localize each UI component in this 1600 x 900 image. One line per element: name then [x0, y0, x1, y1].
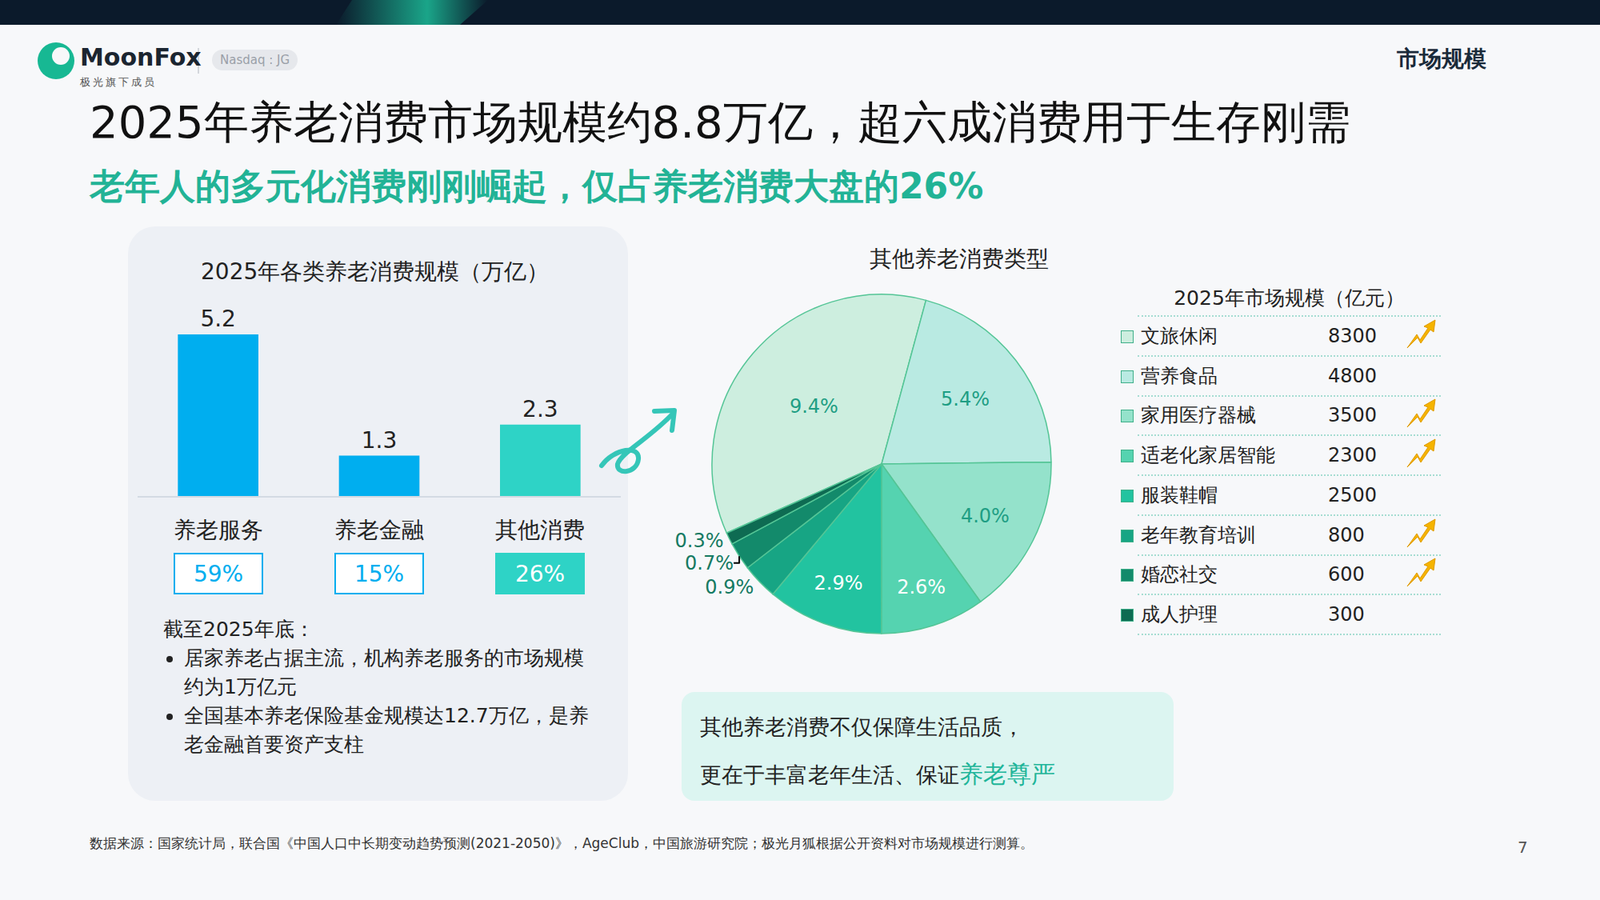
svg-text:2025年各类养老消费规模（万亿）: 2025年各类养老消费规模（万亿）: [200, 258, 549, 285]
html-text:MoonFox: MoonFox: [80, 43, 202, 72]
html-text:居家养老占据主流，机构养老服务的市场规模约为1万亿元: 居家养老占据主流，机构养老服务的市场规模约为1万亿元: [184, 646, 584, 699]
svg-text:9.4%: 9.4%: [789, 395, 839, 418]
html-text:3500: 3500: [1328, 404, 1377, 427]
html-text:服装鞋帽: 服装鞋帽: [1140, 483, 1218, 507]
html-text:市场规模: 市场规模: [1396, 45, 1487, 72]
html-text:文旅休闲: 文旅休闲: [1140, 324, 1218, 348]
html-text:婚恋社交: 婚恋社交: [1140, 563, 1218, 586]
html-text:营养食品: 营养食品: [1140, 364, 1218, 387]
svg-text:0.9%: 0.9%: [704, 576, 754, 599]
svg-text:5.4%: 5.4%: [940, 388, 990, 411]
html-text:数据来源：国家统计局，联合国《中国人口中长期变动趋势预测(2: 数据来源：国家统计局，联合国《中国人口中长期变动趋势预测(2021-2050)》…: [89, 835, 1034, 852]
html-text:8300: 8300: [1328, 324, 1377, 348]
svg-text:其他消费: 其他消费: [495, 516, 585, 544]
html-text:2025年养老消费市场规模约8.8万亿，超六成消费用于生存刚: 2025年养老消费市场规模约8.8万亿，超六成消费用于生存刚需: [89, 96, 1351, 148]
svg-text:养老金融: 养老金融: [334, 516, 424, 544]
html-text:300: 300: [1328, 603, 1365, 626]
html-text:全国基本养老保险基金规模达12.7万亿，是养老金融首要资产支: 全国基本养老保险基金规模达12.7万亿，是养老金融首要资产支柱: [184, 704, 589, 756]
svg-text:59%: 59%: [193, 560, 244, 587]
svg-text:4.0%: 4.0%: [960, 504, 1010, 528]
svg-text:1.3: 1.3: [361, 427, 398, 454]
html-text:Nasdaq : JG: Nasdaq : JG: [220, 52, 290, 68]
html-text:适老化家居智能: 适老化家居智能: [1140, 444, 1276, 467]
svg-text:0.7%: 0.7%: [684, 552, 734, 575]
html-text:更在于丰富老年生活、保证养老尊严: 更在于丰富老年生活、保证养老尊严: [700, 760, 1056, 788]
html-text:7: 7: [1517, 837, 1528, 857]
svg-text:5.2: 5.2: [200, 305, 236, 332]
html-text:4800: 4800: [1328, 364, 1377, 387]
html-text:老年教育培训: 老年教育培训: [1140, 523, 1256, 546]
svg-text:养老服务: 养老服务: [173, 516, 264, 544]
html-text:成人护理: 成人护理: [1140, 603, 1218, 626]
svg-text:2.6%: 2.6%: [896, 576, 946, 599]
html-text:600: 600: [1328, 563, 1365, 586]
svg-text:26%: 26%: [515, 560, 565, 587]
svg-text:2.3: 2.3: [522, 396, 559, 423]
html-text:800: 800: [1328, 523, 1365, 546]
html-text:2500: 2500: [1328, 483, 1377, 507]
html-text:2025年市场规模（亿元）: 2025年市场规模（亿元）: [1173, 286, 1405, 310]
svg-text:2.9%: 2.9%: [814, 572, 864, 595]
svg-text:15%: 15%: [354, 560, 404, 587]
html-text:截至2025年底：: 截至2025年底：: [163, 617, 315, 641]
html-text:老年人的多元化消费刚刚崛起，仅占养老消费大盘的26%: 老年人的多元化消费刚刚崛起，仅占养老消费大盘的26%: [89, 165, 984, 207]
html-text:其他养老消费不仅保障生活品质，: 其他养老消费不仅保障生活品质，: [700, 714, 1024, 740]
html-text:2300: 2300: [1328, 444, 1377, 467]
svg-text:其他养老消费类型: 其他养老消费类型: [869, 245, 1049, 272]
svg-text:0.3%: 0.3%: [675, 529, 724, 552]
html-text:极光旗下成员: 极光旗下成员: [80, 76, 157, 88]
html-text:家用医疗器械: 家用医疗器械: [1140, 404, 1256, 427]
